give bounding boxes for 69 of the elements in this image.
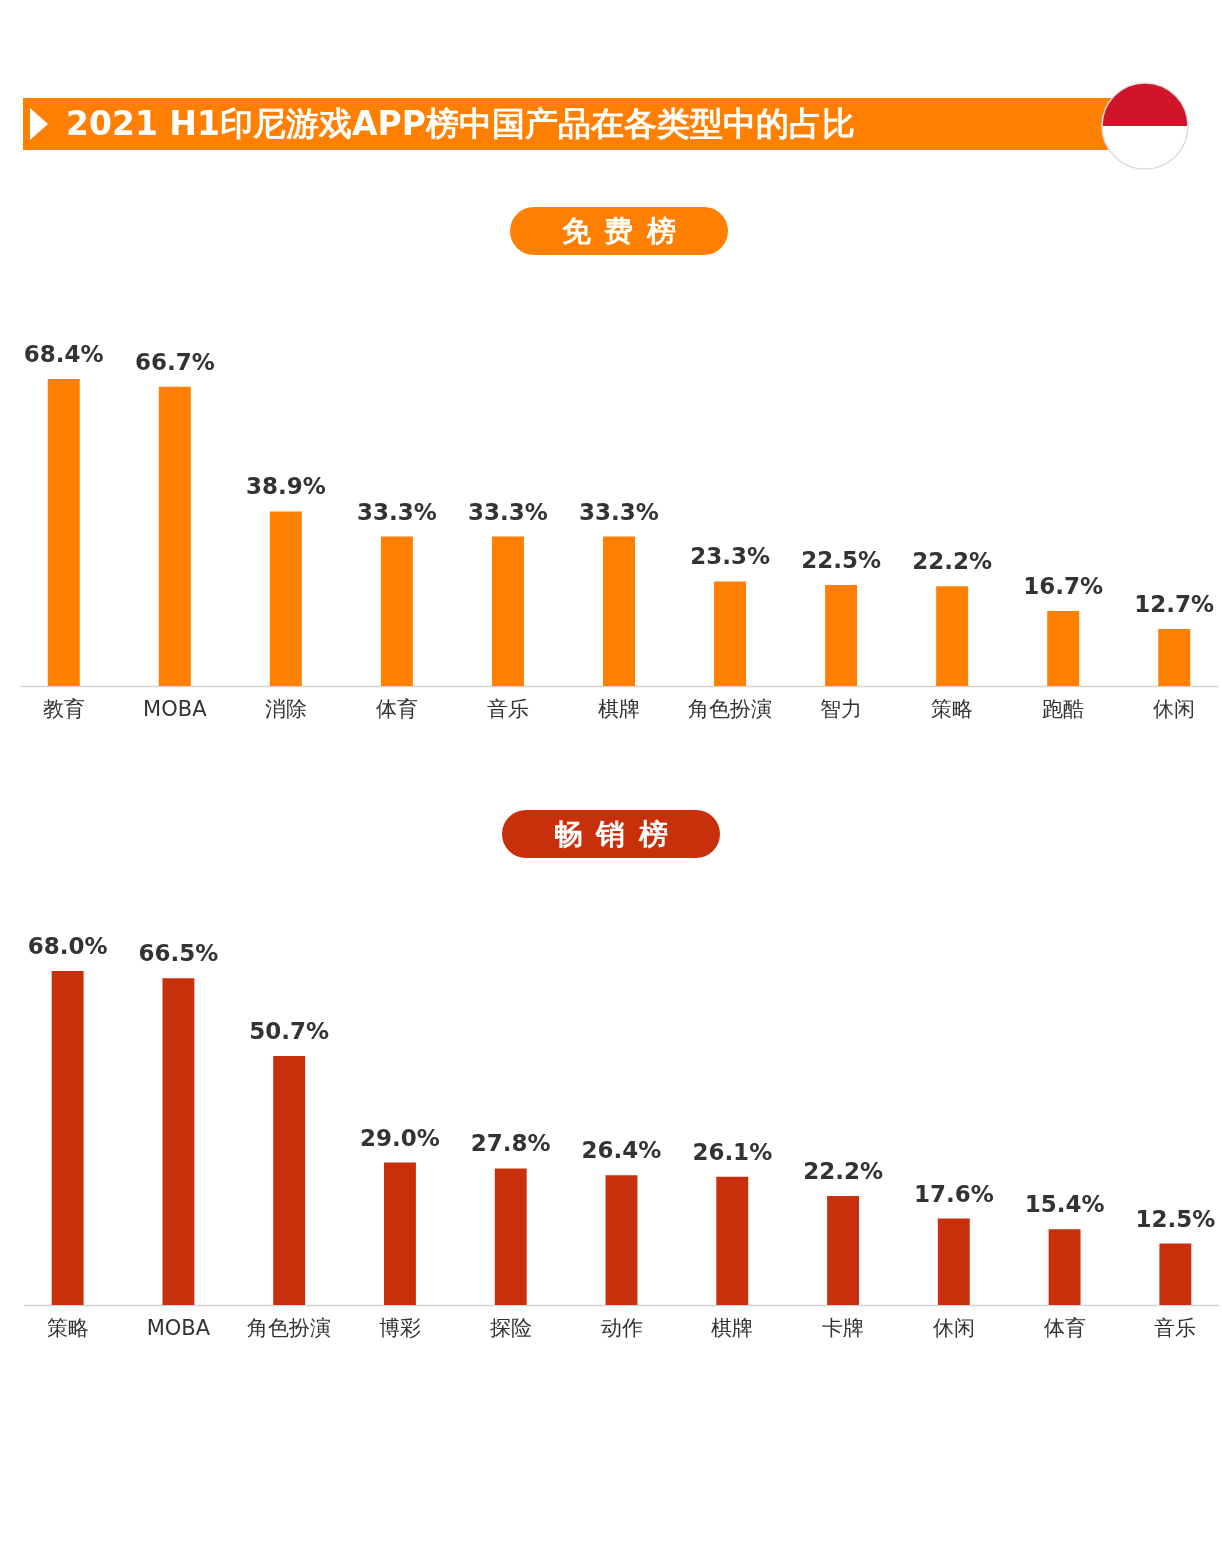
x-tick-label: 休闲 [1153,696,1196,721]
data-label: 33.3% [468,498,548,525]
x-tick-label: 音乐 [486,696,529,721]
data-label: 66.5% [138,940,219,967]
bar [269,511,302,686]
x-tick-label: 策略 [931,696,974,721]
data-label: 22.2% [912,548,993,575]
x-tick-label: 探险 [489,1315,532,1340]
data-label: 26.1% [692,1138,773,1165]
x-tick-label: 角色扮演 [688,696,773,721]
chart-title: 畅销榜 [502,810,720,858]
bar [827,1195,859,1305]
data-label: 16.7% [1023,573,1104,600]
data-label: 12.7% [1134,591,1215,617]
data-label: 26.4% [581,1137,662,1164]
x-tick-label: MOBA [146,1315,211,1340]
bar [158,386,191,686]
bar [936,586,969,686]
data-label: 33.3% [579,498,659,525]
x-tick-label: 教育 [42,696,85,721]
chart-title: 2021 H1印尼游戏APP榜中国产品在各类型中的占比 [66,103,855,145]
x-tick-label: 卡牌 [822,1315,865,1340]
bar [1159,1243,1192,1305]
bar [162,978,195,1305]
x-tick-label: 博彩 [378,1315,421,1340]
x-tick-label: 体育 [1043,1315,1086,1340]
data-label: 15.4% [1024,1191,1105,1218]
bar [384,1162,416,1305]
data-label: 50.7% [249,1017,330,1044]
data-label: 12.5% [1135,1205,1216,1232]
bar [714,581,747,686]
x-tick-label: 智力 [820,696,863,721]
data-label: 68.0% [27,933,108,959]
data-label: 22.2% [803,1157,883,1184]
bar [716,1176,749,1305]
x-tick-label: 体育 [375,696,418,721]
x-tick-label: 棋牌 [711,1315,754,1340]
data-label: 68.4% [23,341,104,367]
data-label: 17.6% [913,1180,994,1207]
bar [47,379,80,686]
bar [605,1175,638,1305]
x-tick-label: MOBA [143,696,208,721]
x-tick-label: 棋牌 [598,696,640,721]
x-tick-label: 音乐 [1154,1315,1197,1340]
data-label: 38.9% [245,473,326,500]
bar [1048,1229,1081,1305]
bar [494,1168,527,1305]
bar [51,971,84,1305]
bar [1158,629,1191,686]
bar [825,585,858,686]
bar [273,1055,306,1305]
x-tick-label: 休闲 [932,1315,975,1340]
bar [603,536,635,686]
x-tick-label: 动作 [600,1315,643,1340]
data-label: 66.7% [134,348,215,375]
x-tick-label: 角色扮演 [247,1315,332,1340]
data-label: 33.3% [357,498,437,525]
bar [937,1218,970,1305]
x-tick-label: 跑酷 [1042,696,1085,721]
data-label: 23.3% [690,543,770,570]
bar [380,536,413,686]
data-label: 22.5% [801,547,881,574]
data-label: 29.0% [360,1124,440,1151]
chart-subtitle: 免费榜 [510,207,728,255]
x-tick-label: 消除 [264,696,307,721]
data-label: 27.8% [470,1130,551,1157]
x-tick-label: 策略 [46,1315,89,1340]
bar [1047,611,1080,686]
bar [491,536,524,686]
